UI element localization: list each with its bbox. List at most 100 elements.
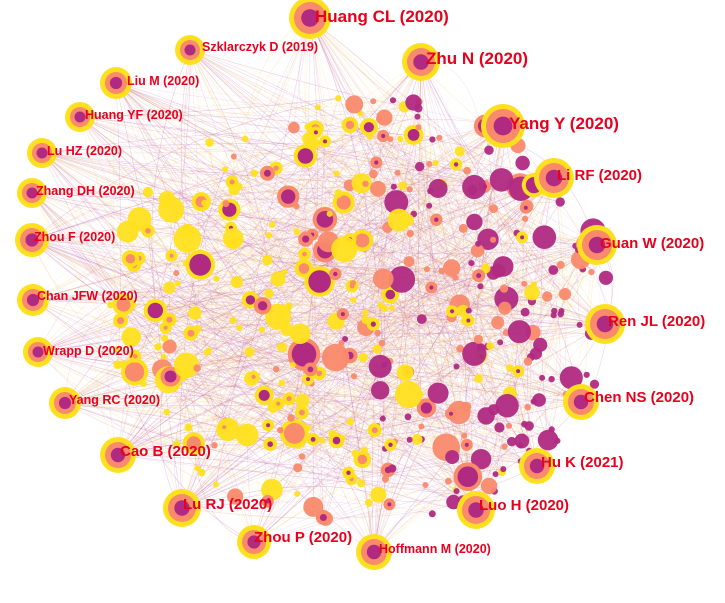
label-lu-rj: Lu RJ (2020) — [183, 496, 272, 513]
network-node — [307, 137, 320, 151]
network-node — [194, 465, 201, 472]
network-edge — [117, 307, 505, 456]
network-edge — [31, 192, 170, 288]
network-edge — [193, 267, 293, 366]
network-edge — [64, 277, 606, 404]
hub-node-ring — [545, 169, 563, 187]
network-node — [350, 296, 357, 303]
network-edge — [408, 261, 500, 428]
network-edge — [536, 310, 558, 467]
label-yang-rc: Yang RC (2020) — [69, 393, 160, 407]
network-edge — [117, 454, 393, 474]
network-edge — [189, 49, 342, 344]
network-node-core — [381, 133, 386, 139]
network-edge — [201, 201, 504, 470]
network-node — [250, 169, 259, 177]
network-edge — [262, 305, 510, 394]
network-edge — [390, 139, 582, 403]
network-edge — [254, 173, 336, 358]
network-edge — [115, 82, 585, 393]
network-edge — [201, 353, 475, 473]
network-node — [304, 123, 313, 131]
network-edge — [31, 192, 198, 469]
network-edge — [37, 351, 236, 497]
network-edge — [317, 107, 403, 280]
network-node-core — [388, 442, 393, 447]
network-node-core — [307, 366, 314, 373]
network-edge — [335, 273, 410, 440]
network-edge — [301, 412, 512, 442]
network-edge — [332, 429, 375, 435]
network-node — [551, 307, 558, 315]
network-edge — [117, 454, 482, 498]
network-node — [350, 373, 358, 380]
network-edge — [122, 363, 281, 431]
network-edge — [253, 366, 381, 543]
network-edge — [382, 135, 477, 511]
network-edge — [418, 126, 440, 138]
label-lu-hz: Lu HZ (2020) — [47, 144, 122, 158]
network-edge — [37, 307, 392, 353]
network-edge — [64, 189, 410, 404]
network-edge — [31, 192, 388, 232]
network-edge — [389, 293, 566, 362]
network-edge — [41, 152, 526, 313]
network-node — [162, 339, 177, 354]
network-node — [497, 339, 504, 346]
network-edge — [189, 49, 452, 269]
network-node — [212, 481, 219, 488]
network-edge — [190, 333, 333, 435]
network-edge — [41, 152, 225, 428]
network-edge — [41, 152, 273, 490]
network-edge — [253, 458, 482, 543]
network-node — [381, 475, 389, 483]
network-node-core — [385, 289, 396, 300]
network-node-core — [306, 377, 311, 382]
network-edge — [64, 402, 198, 469]
network-edge — [368, 127, 472, 264]
network-edge — [336, 173, 375, 431]
network-node — [474, 374, 483, 383]
network-node — [364, 498, 373, 507]
network-edge — [64, 402, 426, 486]
network-node — [380, 304, 388, 313]
network-edge — [301, 390, 381, 413]
network-edge — [341, 244, 598, 344]
network-edge — [416, 320, 464, 440]
network-node — [477, 228, 499, 250]
network-node — [445, 477, 452, 485]
network-edge — [335, 273, 521, 462]
network-node-core — [387, 502, 392, 507]
network-edge — [389, 125, 504, 505]
network-node-core — [291, 341, 317, 367]
network-node — [368, 354, 392, 378]
network-edge — [297, 186, 486, 468]
network-edge — [384, 117, 485, 187]
network-node-core — [323, 139, 327, 144]
network-node — [236, 324, 243, 331]
network-edge — [407, 416, 558, 442]
network-edge — [143, 383, 566, 395]
network-node — [507, 436, 517, 447]
network-node-core — [251, 374, 256, 379]
network-node-core — [466, 318, 471, 323]
network-edge — [335, 273, 606, 325]
network-edge — [115, 82, 488, 347]
network-node-core — [345, 120, 355, 130]
network-edge — [191, 437, 268, 502]
network-edge — [309, 17, 525, 285]
network-node — [188, 306, 202, 320]
network-node — [180, 223, 194, 238]
network-node — [490, 236, 497, 243]
network-edge — [181, 221, 475, 509]
network-edge — [37, 351, 482, 460]
network-node — [387, 136, 394, 143]
network-edge — [170, 127, 370, 377]
network-node-core — [125, 254, 136, 264]
network-node — [346, 417, 355, 426]
network-edge — [436, 207, 526, 220]
network-edge — [308, 126, 537, 354]
network-edge — [115, 82, 366, 321]
network-edge — [189, 49, 391, 295]
network-edge — [526, 206, 566, 295]
